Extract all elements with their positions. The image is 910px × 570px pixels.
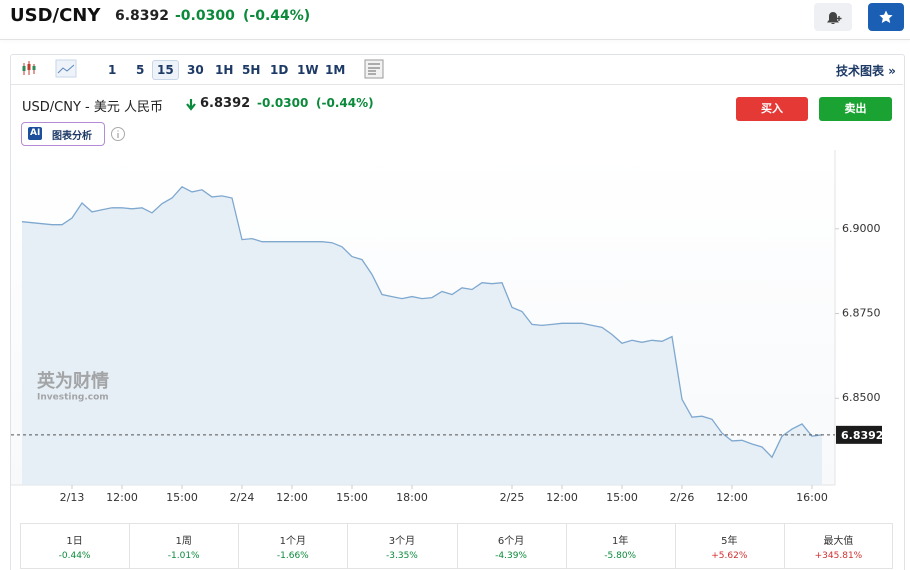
x-tick-label: 2/13 xyxy=(60,491,85,504)
buy-button[interactable]: 买入 xyxy=(736,97,808,121)
x-tick-label: 12:00 xyxy=(276,491,308,504)
x-tick-label: 2/24 xyxy=(230,491,255,504)
bell-icon xyxy=(827,12,842,24)
y-tick-label: 6.8500 xyxy=(842,391,881,404)
price-chart: 6.8500 6.8750 6.9000 2/13 12:00 15:00 2/24 12:0… xyxy=(11,150,883,504)
widget-frame xyxy=(10,54,905,570)
performance-cell: 1个月 -1.66% xyxy=(238,524,349,568)
ai-badge-label: 图表分析 xyxy=(52,131,92,142)
chart-title: USD/CNY - 美元 人民币 xyxy=(22,100,163,115)
x-tick-label: 2/26 xyxy=(670,491,695,504)
period-change: +345.81% xyxy=(814,551,863,561)
period-label: 1年 xyxy=(612,536,629,547)
header-divider xyxy=(0,39,910,40)
x-tick-label: 15:00 xyxy=(166,491,198,504)
area-fill xyxy=(22,186,822,486)
interval-button[interactable]: 1 xyxy=(108,63,117,77)
down-arrow xyxy=(186,99,196,111)
x-tick-label: 18:00 xyxy=(396,491,428,504)
watermark-site: Investing.com xyxy=(37,393,109,403)
period-label: 最大值 xyxy=(823,536,854,547)
performance-cell: 1年 -5.80% xyxy=(566,524,676,568)
toolbar-divider xyxy=(11,84,903,85)
ai-badge[interactable]: AI 图表分析 xyxy=(21,122,105,146)
period-change: -4.39% xyxy=(495,551,527,561)
x-tick-label: 16:00 xyxy=(796,491,828,504)
x-tick-label: 12:00 xyxy=(546,491,578,504)
period-label: 1日 xyxy=(66,536,83,547)
sell-button[interactable]: 卖出 xyxy=(819,97,892,121)
interval-button[interactable]: 1W xyxy=(297,63,319,77)
period-label: 5年 xyxy=(721,536,738,547)
period-change: -1.66% xyxy=(276,551,309,561)
symbol: USD/CNY xyxy=(10,5,101,26)
period-label: 1周 xyxy=(175,536,192,547)
price: 6.8392 xyxy=(115,8,170,24)
performance-cell: 最大值 +345.81% xyxy=(784,524,893,568)
info-icon[interactable] xyxy=(110,126,126,142)
interval-button[interactable]: 5H xyxy=(242,63,261,77)
x-tick-label: 15:00 xyxy=(606,491,638,504)
technical-chart-link[interactable]: 技术图表 » xyxy=(836,64,896,78)
performance-frame xyxy=(20,523,893,569)
performance-cell: 6个月 -4.39% xyxy=(457,524,567,568)
interval-button[interactable]: 5 xyxy=(136,63,145,77)
chart-price: 6.8392 xyxy=(200,96,251,111)
performance-cell: 1日 -0.44% xyxy=(20,524,131,568)
performance-cell: 5年 +5.62% xyxy=(675,524,785,568)
y-tick-label: 6.9000 xyxy=(842,222,881,235)
interval-button[interactable]: 1D xyxy=(270,63,289,77)
period-change: -0.44% xyxy=(58,551,91,561)
y-tick-label: 6.8750 xyxy=(842,307,881,320)
period-change: -3.35% xyxy=(386,551,418,561)
chart-change: -0.0300 xyxy=(257,96,309,110)
x-tick-label: 15:00 xyxy=(336,491,368,504)
interval-button[interactable]: 15 xyxy=(152,60,179,80)
period-label: 3个月 xyxy=(388,536,416,547)
chart-change-pct: (-0.44%) xyxy=(316,96,374,110)
layout-icon[interactable] xyxy=(364,59,384,79)
period-change: -5.80% xyxy=(604,551,637,561)
watermark-brand: 英为财情 xyxy=(36,370,109,392)
period-label: 6个月 xyxy=(497,536,525,547)
chart-type-icons xyxy=(22,59,77,78)
period-label: 1个月 xyxy=(279,536,306,547)
performance-cell: 3个月 -3.35% xyxy=(347,524,458,568)
performance-cell: 1周 -1.01% xyxy=(129,524,240,568)
alert-button[interactable] xyxy=(814,3,852,31)
change-pct: (-0.44%) xyxy=(243,8,311,24)
period-change: -1.01% xyxy=(167,551,200,561)
interval-button[interactable]: 1M xyxy=(325,63,346,77)
watchlist-button[interactable] xyxy=(868,3,904,31)
star-icon xyxy=(879,10,893,23)
last-price-label: 6.8392 xyxy=(841,429,883,442)
interval-button[interactable]: 1H xyxy=(215,63,234,77)
x-tick-label: 2/25 xyxy=(500,491,525,504)
period-change: +5.62% xyxy=(711,551,748,561)
x-tick-label: 12:00 xyxy=(716,491,748,504)
ai-icon: AI xyxy=(28,127,43,140)
price-line xyxy=(21,185,823,459)
x-tick-label: 12:00 xyxy=(106,491,138,504)
interval-button[interactable]: 30 xyxy=(187,63,204,77)
change: -0.0300 xyxy=(175,8,235,24)
last-price-tag xyxy=(836,425,882,444)
